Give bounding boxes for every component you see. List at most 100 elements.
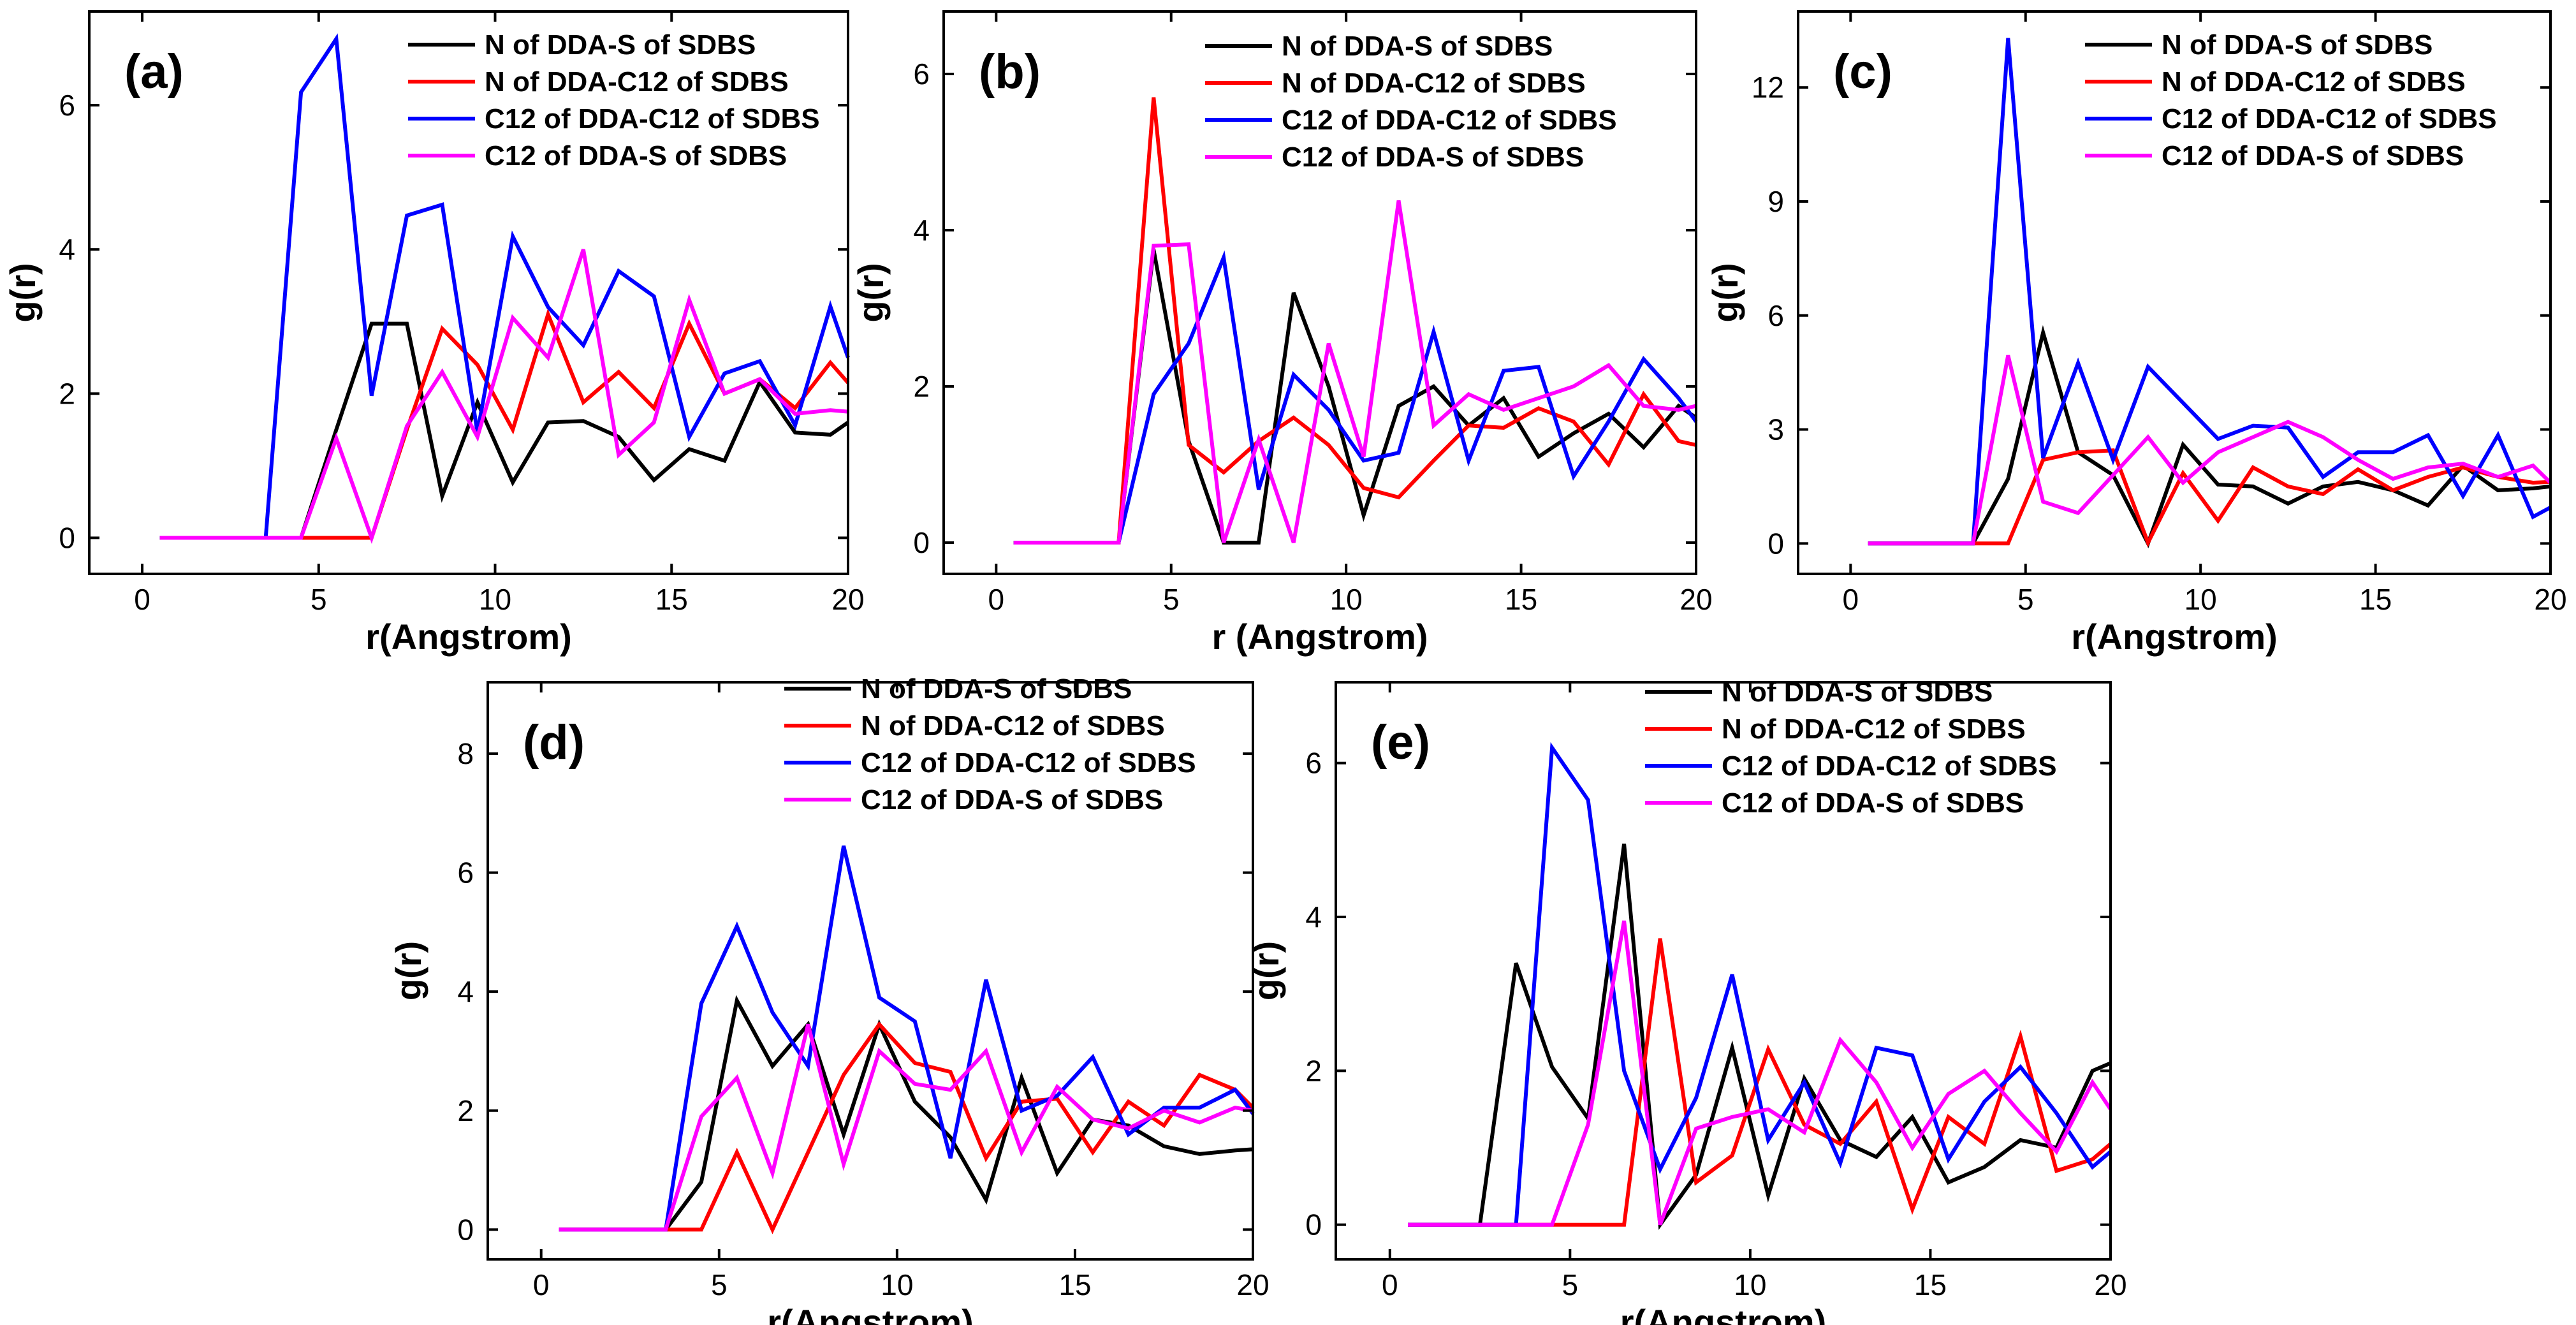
legend-label: C12 of DDA-C12 of SDBS: [2162, 103, 2497, 135]
series-line-c12-dda-c12: [1408, 742, 2112, 1227]
x-tick-label: 20: [1236, 1268, 1269, 1301]
legend: N of DDA-S of SDBS N of DDA-C12 of SDBS C1…: [1645, 677, 2057, 819]
legend-label: C12 of DDA-S of SDBS: [1282, 142, 1584, 173]
y-tick-label: 3: [1767, 413, 1784, 446]
series-line-n-dda-c12: [1868, 448, 2551, 548]
y-tick-label: 2: [457, 1094, 474, 1127]
series-line-n-dda-c12: [559, 1021, 1255, 1234]
x-tick-label: 5: [1163, 583, 1180, 616]
x-tick-label: 15: [1505, 583, 1537, 616]
legend-label: C12 of DDA-C12 of SDBS: [861, 747, 1196, 779]
y-tick-label: 4: [913, 214, 930, 247]
x-tick-label: 20: [1680, 583, 1712, 616]
panel-label: (e): [1371, 715, 1430, 770]
legend-label: N of DDA-S of SDBS: [1722, 677, 1993, 708]
y-tick-label: 0: [59, 521, 75, 554]
legend-label: N of DDA-C12 of SDBS: [861, 710, 1165, 742]
y-axis-label: g(r): [1246, 941, 1286, 1000]
legend-label: C12 of DDA-S of SDBS: [2162, 140, 2464, 172]
series-line-n-dda-c12: [1013, 97, 1697, 545]
x-tick-label: 20: [2534, 583, 2566, 616]
x-tick-label: 10: [1330, 583, 1363, 616]
plot-frame: [1335, 681, 2112, 1261]
series-line-c12-dda-s: [1408, 920, 2112, 1227]
y-tick-label: 0: [1767, 527, 1784, 560]
legend-label: C12 of DDA-S of SDBS: [1722, 787, 2024, 819]
series-line-n-dda-s: [559, 995, 1254, 1232]
x-tick-label: 15: [655, 583, 688, 616]
x-tick-label: 20: [2094, 1268, 2126, 1301]
y-tick-label: 2: [913, 370, 930, 403]
x-axis-label: r (Angstrom): [1211, 617, 1428, 657]
y-tick-label: 0: [913, 526, 930, 559]
panel-b: 0 5 10 15 20 0 2 4 6 r (Angstrom) g(r) (b) N of DDA-…: [851, 10, 1713, 657]
y-tick-label: 8: [457, 737, 474, 770]
y-tick-label: 6: [1305, 747, 1322, 780]
legend-label: N of DDA-C12 of SDBS: [2162, 66, 2466, 98]
y-tick-label: 2: [59, 377, 75, 410]
x-tick-label: 15: [1058, 1268, 1091, 1301]
panel-label: (c): [1833, 45, 1892, 99]
legend: N of DDA-S of SDBS N of DDA-C12 of SDBS C1…: [408, 29, 820, 172]
series-line-c12-dda-c12: [1013, 250, 1698, 545]
series-line-c12-dda-c12: [1868, 38, 2552, 546]
x-tick-label: 5: [711, 1268, 728, 1301]
x-tick-label: 0: [1382, 1268, 1398, 1301]
legend-label: C12 of DDA-S of SDBS: [485, 140, 787, 172]
x-tick-label: 0: [533, 1268, 550, 1301]
y-tick-label: 4: [1305, 900, 1322, 933]
x-tick-label: 5: [1562, 1268, 1579, 1301]
x-axis-label: r(Angstrom): [2071, 617, 2278, 657]
legend-label: C12 of DDA-S of SDBS: [861, 784, 1163, 816]
plot-frame: [88, 10, 849, 575]
legend-label: C12 of DDA-C12 of SDBS: [485, 103, 820, 135]
x-tick-label: 20: [831, 583, 864, 616]
x-tick-label: 0: [134, 583, 150, 616]
x-tick-label: 0: [988, 583, 1005, 616]
panel-d: 0 5 10 15 20 0 2 4 6 8 r(Angstrom) g(r) (d) N of DDA-…: [388, 673, 1270, 1325]
y-tick-label: 6: [59, 89, 75, 122]
panel-a: 0 5 10 15 20 0 2 4 6 r(Angstrom) g(r) (a) N of DDA-S…: [3, 10, 865, 657]
panel-label: (b): [979, 45, 1041, 99]
plot-frame: [1797, 10, 2552, 575]
x-tick-label: 15: [2359, 583, 2392, 616]
series-line-n-dda-s: [159, 321, 849, 540]
legend-label: N of DDA-S of SDBS: [2162, 29, 2433, 61]
legend-label: C12 of DDA-C12 of SDBS: [1282, 105, 1617, 136]
y-axis-label: g(r): [851, 263, 891, 322]
x-tick-label: 0: [1843, 583, 1859, 616]
plot-frame: [942, 10, 1697, 575]
legend-label: N of DDA-S of SDBS: [485, 29, 756, 61]
series-line-c12-dda-c12: [559, 845, 1255, 1232]
panel-label: (d): [523, 715, 585, 770]
y-tick-label: 0: [457, 1213, 474, 1246]
y-axis-label: g(r): [1705, 263, 1745, 322]
legend: N of DDA-S of SDBS N of DDA-C12 of SDBS C1…: [1205, 31, 1617, 173]
legend-label: N of DDA-S of SDBS: [861, 673, 1132, 705]
x-tick-label: 10: [2184, 583, 2217, 616]
y-tick-label: 4: [457, 975, 474, 1008]
y-tick-label: 6: [913, 57, 930, 91]
legend: N of DDA-S of SDBS N of DDA-C12 of SDBS C1…: [2085, 29, 2497, 172]
legend: N of DDA-S of SDBS N of DDA-C12 of SDBS C1…: [784, 673, 1196, 816]
x-axis-label: r(Angstrom): [365, 617, 572, 657]
series-line-c12-dda-s: [1013, 200, 1697, 545]
series-line-c12-dda-s: [559, 1023, 1254, 1232]
series-line-c12-dda-c12: [159, 33, 850, 540]
legend-label: C12 of DDA-C12 of SDBS: [1722, 750, 2057, 782]
legend-label: N of DDA-S of SDBS: [1282, 31, 1553, 62]
legend-label: N of DDA-C12 of SDBS: [1282, 68, 1586, 99]
y-tick-label: 12: [1752, 71, 1784, 104]
x-tick-label: 5: [311, 583, 327, 616]
x-tick-label: 10: [1734, 1268, 1766, 1301]
x-tick-label: 15: [1914, 1268, 1947, 1301]
plot-frame: [487, 681, 1254, 1261]
y-tick-label: 6: [457, 856, 474, 889]
x-tick-label: 10: [881, 1268, 913, 1301]
series-line-c12-dda-s: [1868, 355, 2552, 546]
x-axis-label: r(Angstrom): [1620, 1302, 1827, 1325]
x-tick-label: 5: [2017, 583, 2034, 616]
series-line-n-dda-s: [1013, 249, 1697, 545]
series-line-n-dda-s: [1408, 844, 2112, 1230]
